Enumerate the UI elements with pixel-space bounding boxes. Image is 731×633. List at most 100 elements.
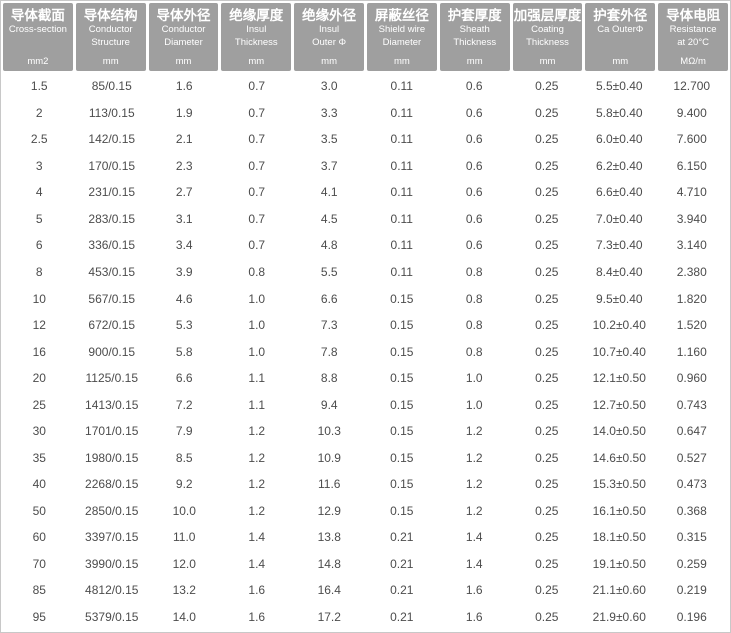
table-cell: 0.15 — [390, 397, 414, 412]
table-cell: 7.3 — [320, 318, 338, 333]
table-row: 85 4812/0.15 13.2 1.6 16.4 0.21 1.6 0.25 21.1±0.… — [3, 577, 728, 604]
table-cell: 3.3 — [320, 105, 338, 120]
table-cell: 4.710 — [676, 185, 707, 200]
table-cell: 0.25 — [535, 530, 559, 545]
table-cell: 453/0.15 — [88, 264, 136, 279]
table-cell: 9.4 — [320, 397, 338, 412]
table-cell: 0.25 — [535, 211, 559, 226]
table-cell: 0.315 — [676, 530, 707, 545]
column-title-en: Ca OuterΦ — [597, 24, 644, 36]
table-cell: 8.8 — [320, 371, 338, 386]
table-cell: 10 — [32, 291, 46, 306]
table-cell: 1.4 — [248, 530, 266, 545]
table-cell: 2.3 — [175, 158, 193, 173]
table-cell: 0.25 — [535, 264, 559, 279]
table-cell: 50 — [32, 503, 46, 518]
table-cell: 2.1 — [175, 132, 193, 147]
table-cell: 6.0±0.40 — [595, 132, 643, 147]
table-cell: 5.8 — [175, 344, 193, 359]
table-cell: 1.1 — [248, 371, 266, 386]
table-cell: 0.25 — [535, 450, 559, 465]
column-header-9: 护套外径 Ca OuterΦ mm — [585, 3, 656, 71]
table-cell: 0.25 — [535, 503, 559, 518]
table-cell: 8 — [35, 264, 43, 279]
table-cell: 567/0.15 — [88, 291, 136, 306]
column-title-zh: 护套厚度 — [447, 8, 502, 23]
table-cell: 10.7±0.40 — [592, 344, 646, 359]
table-cell: 14.6±0.50 — [592, 450, 646, 465]
table-cell: 4.5 — [320, 211, 338, 226]
table-cell: 6.6 — [175, 371, 193, 386]
column-unit: mm — [248, 55, 265, 67]
table-cell: 0.7 — [248, 211, 266, 226]
table-cell: 10.3 — [317, 424, 341, 439]
column-title-en: Sheath — [459, 24, 490, 36]
table-cell: 7.0±0.40 — [595, 211, 643, 226]
table-cell: 6 — [35, 238, 43, 253]
table-cell: 85/0.15 — [91, 79, 132, 94]
table-cell: 3.5 — [320, 132, 338, 147]
column-title-en: Shield wire — [378, 24, 426, 36]
column-title-zh: 绝缘厚度 — [229, 8, 284, 23]
table-cell: 0.15 — [390, 318, 414, 333]
column-title-en: Diameter — [382, 36, 422, 48]
table-cell: 19.1±0.50 — [592, 556, 646, 571]
table-cell: 0.15 — [390, 344, 414, 359]
column-header-7: 护套厚度 Sheath Thickness mm — [439, 3, 510, 71]
table-cell: 3.140 — [676, 238, 707, 253]
table-cell: 0.25 — [535, 583, 559, 598]
table-cell: 2.380 — [676, 264, 707, 279]
table-cell: 7.8 — [320, 344, 338, 359]
table-cell: 0.15 — [390, 477, 414, 492]
column-unit: mm — [466, 55, 483, 67]
table-cell: 0.15 — [390, 371, 414, 386]
table-cell: 1.9 — [175, 105, 193, 120]
table-cell: 0.21 — [390, 556, 414, 571]
table-cell: 0.219 — [676, 583, 707, 598]
table-cell: 1.6 — [465, 583, 483, 598]
table-cell: 1.2 — [465, 450, 483, 465]
table-row: 3 170/0.15 2.3 0.7 3.7 0.11 0.6 0.25 6.2±0.40 6.1… — [3, 153, 728, 180]
column-title-zh: 导体截面 — [10, 8, 65, 23]
table-cell: 0.25 — [535, 609, 559, 624]
table-cell: 14.0 — [172, 609, 196, 624]
table-cell: 0.743 — [676, 397, 707, 412]
table-cell: 1125/0.15 — [85, 371, 139, 386]
table-cell: 2.5 — [30, 132, 48, 147]
table-cell: 12.9 — [317, 503, 341, 518]
table-cell: 1.6 — [248, 583, 266, 598]
table-cell: 3.0 — [320, 79, 338, 94]
table-row: 8 453/0.15 3.9 0.8 5.5 0.11 0.8 0.25 8.4±0.40 2.3… — [3, 259, 728, 286]
table-row: 95 5379/0.15 14.0 1.6 17.2 0.21 1.6 0.25 21.9±0.… — [3, 604, 728, 631]
table-cell: 1.820 — [676, 291, 707, 306]
table-cell: 0.7 — [248, 185, 266, 200]
table-cell: 0.6 — [465, 158, 483, 173]
table-cell: 0.25 — [535, 158, 559, 173]
table-row: 10 567/0.15 4.6 1.0 6.6 0.15 0.8 0.25 9.5±0.40 1.… — [3, 285, 728, 312]
table-cell: 0.21 — [390, 530, 414, 545]
table-row: 70 3990/0.15 12.0 1.4 14.8 0.21 1.4 0.25 19.1±0.… — [3, 551, 728, 578]
table-cell: 0.11 — [390, 79, 413, 94]
column-header-2: 导体结构 Conductor Structure mm — [75, 3, 146, 71]
table-cell: 3990/0.15 — [85, 556, 139, 571]
table-cell: 7.600 — [676, 132, 707, 147]
table-cell: 0.15 — [390, 291, 414, 306]
table-row: 6 336/0.15 3.4 0.7 4.8 0.11 0.6 0.25 7.3±0.40 3.1… — [3, 232, 728, 259]
column-unit: mm — [539, 55, 556, 67]
table-row: 20 1125/0.15 6.6 1.1 8.8 0.15 1.0 0.25 12.1±0.50… — [3, 365, 728, 392]
table-cell: 1.2 — [465, 477, 483, 492]
table-cell: 8.5 — [175, 450, 193, 465]
column-header-4: 绝缘厚度 Insul Thickness mm — [221, 3, 292, 71]
table-cell: 9.400 — [676, 105, 707, 120]
table-cell: 1.0 — [465, 397, 483, 412]
table-cell: 0.8 — [248, 264, 266, 279]
table-row: 2 113/0.15 1.9 0.7 3.3 0.11 0.6 0.25 5.8±0.40 9.4… — [3, 100, 728, 127]
column-title-zh: 导体外径 — [156, 8, 211, 23]
table-cell: 16.4 — [317, 583, 341, 598]
column-title-en: Insul — [319, 24, 340, 36]
column-title-en: Thickness — [453, 36, 497, 48]
table-cell: 9.5±0.40 — [595, 291, 643, 306]
column-title-en: Cross-section — [8, 24, 67, 36]
table-cell: 5.5 — [320, 264, 338, 279]
